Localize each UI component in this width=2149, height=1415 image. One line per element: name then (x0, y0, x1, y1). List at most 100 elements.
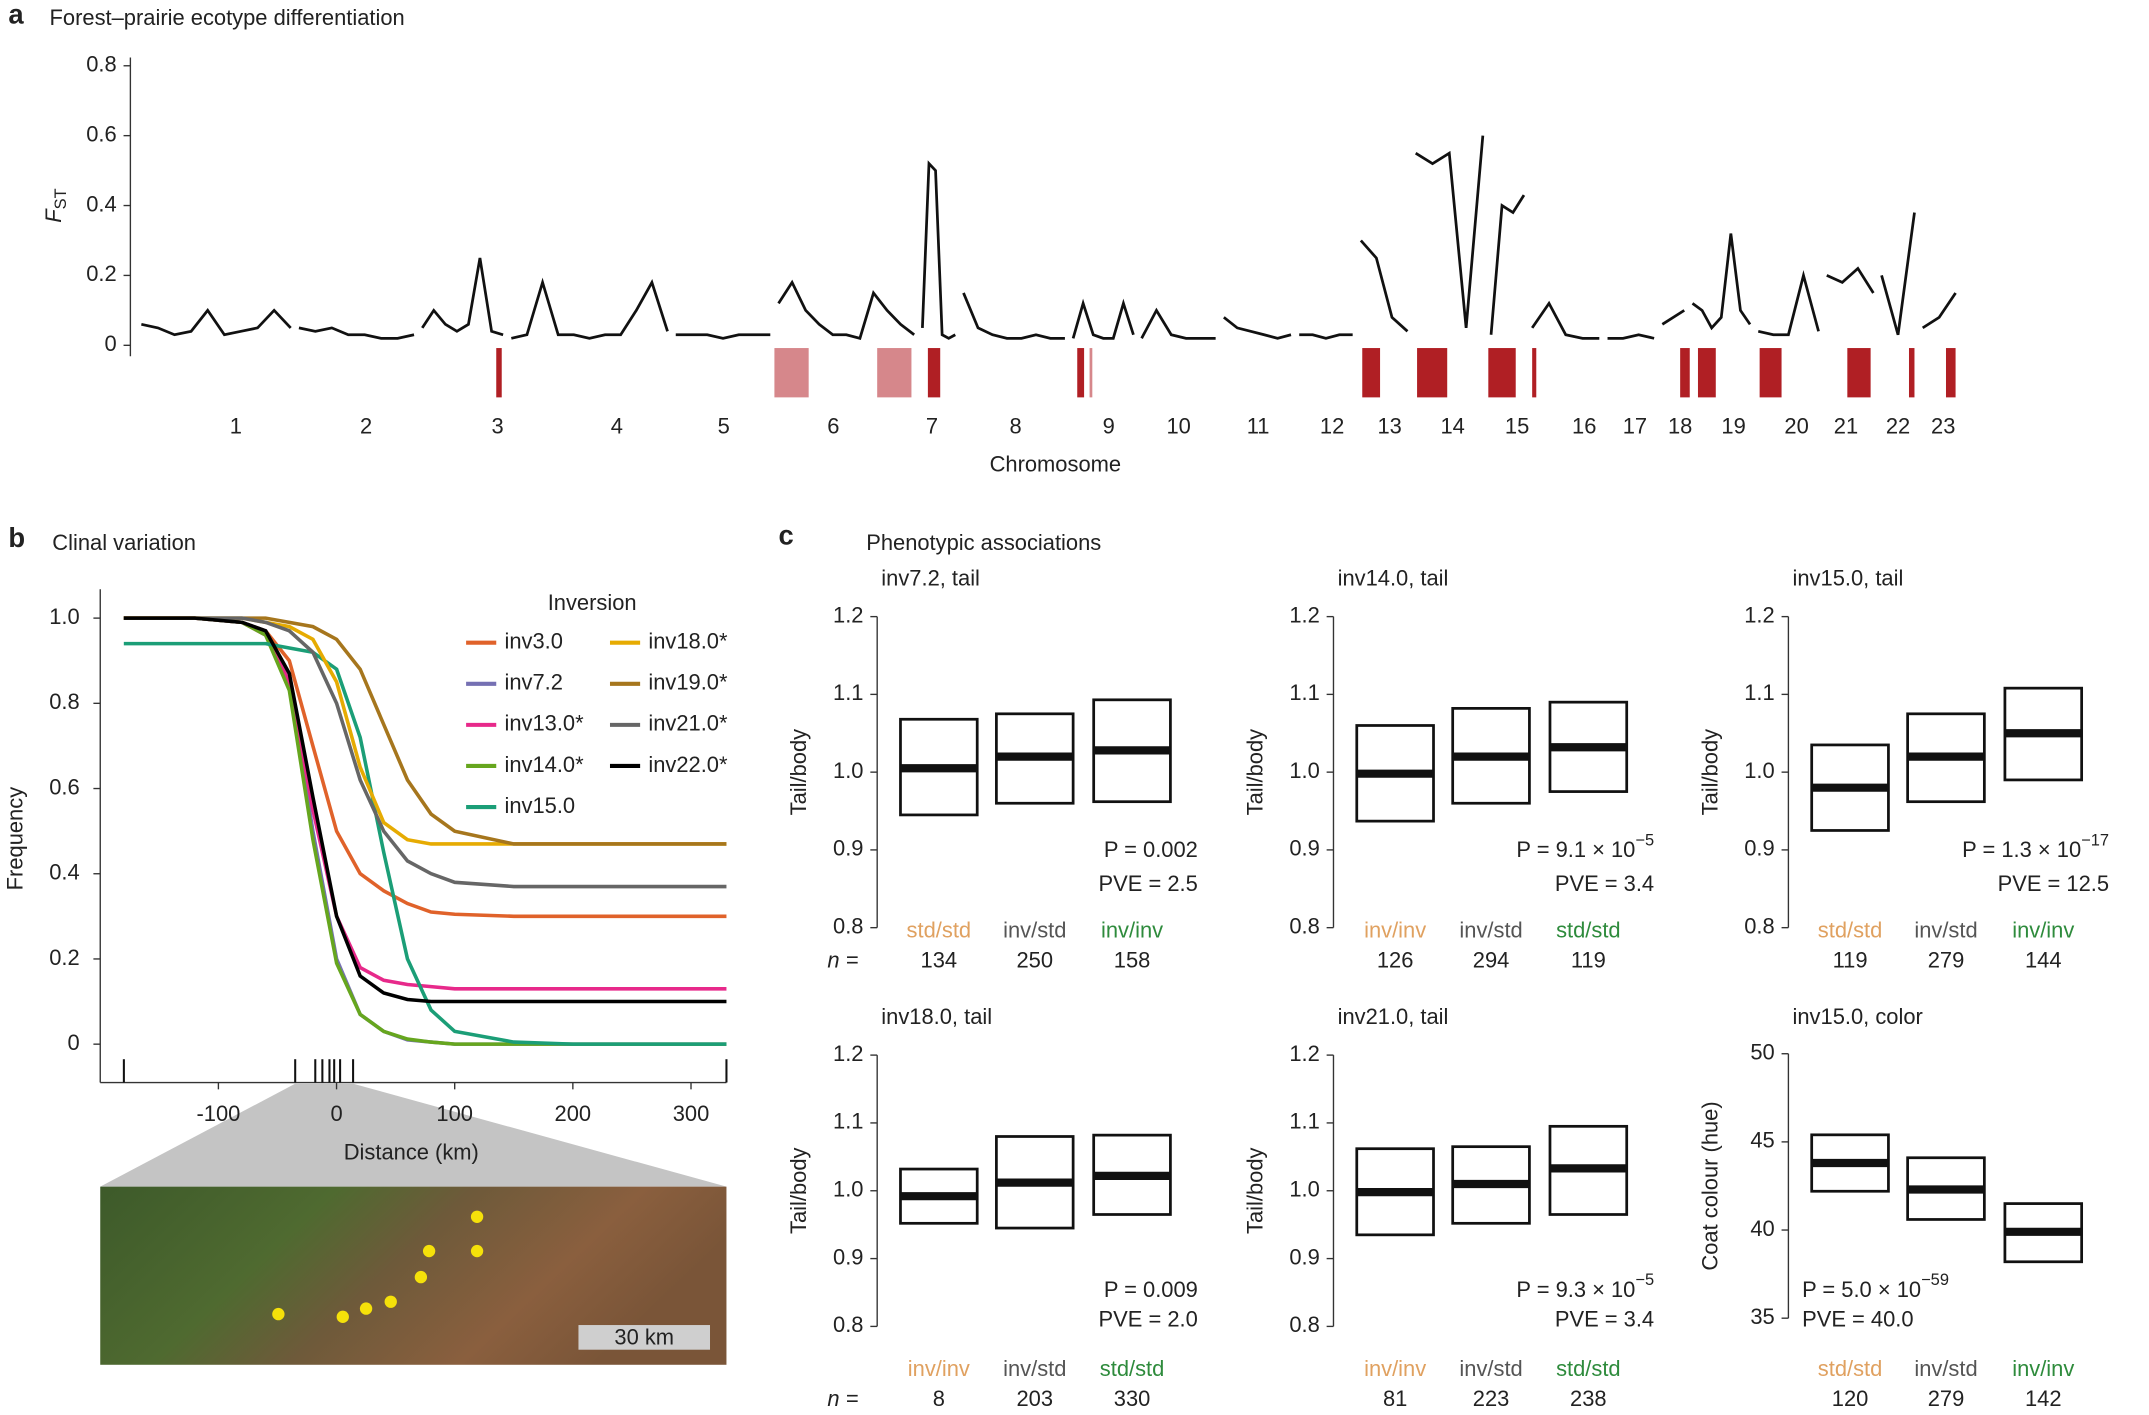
y-tick-label: 1.2 (1744, 602, 1774, 627)
fst-line (1531, 300, 1600, 340)
fst-line (1140, 307, 1216, 340)
n-value: 8 (933, 1386, 945, 1410)
pve-value: PVE = 3.4 (1555, 871, 1654, 896)
n-value: 279 (1928, 1386, 1965, 1410)
scale-bar (578, 1325, 711, 1350)
y-tick-label: 1.2 (833, 1041, 863, 1066)
y-tick-label: 0.6 (86, 121, 116, 146)
subplot-title: inv15.0, color (1793, 1004, 1923, 1029)
n-value: 158 (1114, 948, 1151, 973)
y-tick-label: 0.9 (833, 1244, 863, 1269)
y-tick-label: 0 (104, 331, 116, 356)
site-dot (359, 1302, 373, 1315)
y-tick-label: 0.2 (86, 261, 116, 286)
legend-label: inv15.0 (504, 793, 575, 818)
p-value: P = 5.0 × 10−59 (1802, 1272, 1949, 1302)
panel-title: Phenotypic associations (866, 530, 1101, 555)
y-tick-label: 0.8 (833, 913, 863, 938)
fst-line (1414, 135, 1485, 329)
x-tick-label: 12 (1320, 413, 1344, 438)
legend-label: inv3.0 (504, 628, 562, 653)
y-tick-label: 0.6 (49, 774, 79, 799)
legend-label: inv13.0* (504, 711, 584, 736)
category-label: inv/inv (1364, 1356, 1426, 1381)
site-dot (470, 1210, 484, 1223)
inversion-region (1089, 348, 1093, 398)
fst-line (777, 279, 916, 340)
x-tick-label: 9 (1103, 413, 1115, 438)
p-value-exponent: −17 (2081, 832, 2109, 850)
y-tick-label: 0.8 (1744, 913, 1774, 938)
fst-line (675, 333, 771, 340)
x-tick-label: 0 (330, 1101, 342, 1126)
n-value: 250 (1016, 948, 1053, 973)
chart-title: Forest–prairie ecotype differentiation (50, 5, 405, 30)
p-value-text: P = 1.3 × 10 (1962, 837, 2081, 862)
y-tick-label: 1.0 (833, 1177, 863, 1202)
x-tick-label: 7 (926, 413, 938, 438)
pve-value: PVE = 40.0 (1802, 1307, 1913, 1332)
subplot-title: inv18.0, tail (881, 1004, 992, 1029)
category-label: inv/inv (2012, 1356, 2074, 1381)
p-value-text: P = 5.0 × 10 (1802, 1277, 1921, 1302)
inversion-region (1908, 348, 1915, 398)
n-value: 223 (1473, 1386, 1510, 1410)
n-value: 330 (1114, 1386, 1151, 1410)
x-tick-label: 18 (1668, 413, 1692, 438)
y-tick-label: 0.4 (49, 860, 79, 885)
inversion-region (1488, 348, 1516, 398)
p-value: P = 9.1 × 10−5 (1516, 832, 1654, 862)
pve-value: PVE = 12.5 (1998, 871, 2109, 896)
category-label: inv/inv (2012, 918, 2074, 943)
y-tick-label: 1.2 (833, 602, 863, 627)
y-tick-label: 1.2 (1289, 1041, 1319, 1066)
legend-label: inv21.0* (648, 711, 728, 736)
n-value: 144 (2025, 948, 2062, 973)
p-value: P = 0.002 (1104, 837, 1198, 862)
fst-line (1826, 266, 1875, 294)
x-tick-label: 8 (1009, 413, 1021, 438)
category-label: inv/std (1003, 1356, 1066, 1381)
fst-line (421, 257, 504, 337)
category-label: std/std (1556, 1356, 1621, 1381)
n-value: 142 (2025, 1386, 2062, 1410)
inversion-region (774, 348, 809, 398)
category-label: std/std (1100, 1356, 1165, 1381)
fst-line (1359, 239, 1409, 333)
cline-curve (123, 616, 727, 1004)
x-axis-label: Distance (km) (344, 1140, 479, 1165)
n-value: 294 (1473, 948, 1510, 973)
fst-line (1299, 333, 1353, 340)
category-label: std/std (1556, 918, 1621, 943)
y-tick-label: 1.0 (833, 758, 863, 783)
site-dot (272, 1307, 285, 1321)
pve-value: PVE = 3.4 (1555, 1307, 1654, 1332)
y-axis-label: Tail/body (1243, 729, 1268, 816)
n-value: 119 (1833, 948, 1868, 973)
x-tick-label: 14 (1441, 413, 1465, 438)
subplot-title: inv7.2, tail (881, 565, 980, 590)
inversion-region (1362, 348, 1381, 398)
inversion-region (1759, 348, 1782, 398)
inversion-region (1697, 348, 1716, 398)
category-label: inv/std (1003, 918, 1066, 943)
p-value-text: P = 9.1 × 10 (1516, 837, 1635, 862)
fst-line (1071, 298, 1135, 340)
site-dot (422, 1244, 436, 1258)
category-label: std/std (1818, 1356, 1883, 1381)
y-axis-label: FST (41, 188, 70, 222)
y-tick-label: 1.1 (1289, 680, 1319, 705)
fst-line (1223, 316, 1292, 340)
y-tick-label: 45 (1750, 1128, 1774, 1153)
y-tick-label: 1.0 (49, 604, 79, 629)
y-axis-label-main: F (41, 208, 66, 223)
inversion-region (927, 348, 941, 398)
x-tick-label: 16 (1572, 413, 1596, 438)
n-value: 203 (1016, 1386, 1053, 1410)
n-label: n = (827, 1386, 858, 1410)
legend-label: inv19.0* (648, 670, 728, 695)
y-tick-label: 0.9 (1289, 836, 1319, 861)
y-tick-label: 1.1 (833, 1109, 863, 1134)
subplot-title: inv21.0, tail (1338, 1004, 1449, 1029)
y-tick-label: 1.2 (1289, 602, 1319, 627)
